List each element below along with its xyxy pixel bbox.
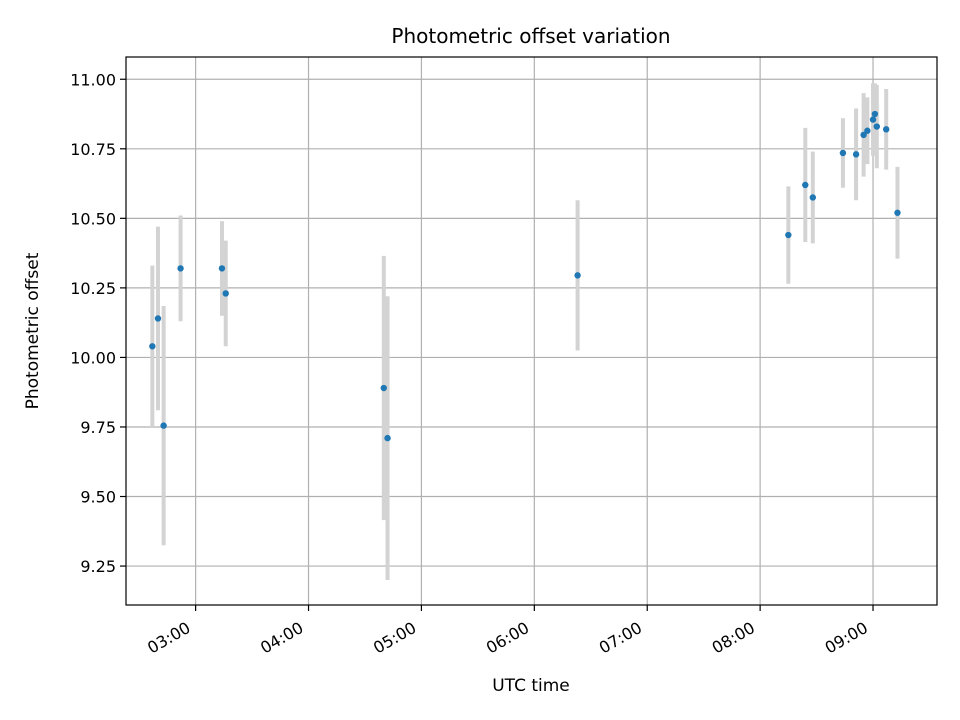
y-axis-ticks: 9.25 9.50 9.75 10.00 10.25 10.50 10.75 11.00 <box>70 70 126 576</box>
data-point <box>809 194 817 201</box>
data-point <box>894 209 901 216</box>
data-point <box>860 131 867 139</box>
data-point <box>154 315 162 322</box>
x-tick-label: 05:00 <box>370 618 419 658</box>
y-tick-label: 9.50 <box>80 488 116 507</box>
data-point <box>222 290 229 297</box>
y-tick-label: 10.25 <box>70 279 116 298</box>
data-point <box>384 434 391 442</box>
data-point <box>160 422 167 429</box>
x-tick-label: 03:00 <box>144 618 193 658</box>
data-point <box>839 149 847 157</box>
data-point <box>852 151 860 158</box>
data-point <box>218 265 226 272</box>
grid-lines <box>126 57 937 605</box>
y-tick-label: 10.75 <box>70 140 116 159</box>
data-point <box>149 343 156 350</box>
x-tick-label: 04:00 <box>257 618 306 658</box>
x-axis-label: UTC time <box>492 676 570 696</box>
x-tick-label: 08:00 <box>709 618 758 658</box>
data-point <box>873 123 880 130</box>
y-tick-label: 10.00 <box>70 348 116 367</box>
data-point <box>574 272 581 279</box>
data-point <box>380 384 387 392</box>
y-tick-label: 9.25 <box>80 557 116 576</box>
data-point <box>882 126 890 133</box>
y-tick-label: 11.00 <box>70 70 116 89</box>
x-tick-label: 09:00 <box>822 618 871 658</box>
data-point <box>871 110 879 118</box>
data-point <box>785 231 792 239</box>
y-axis-label: Photometric offset <box>23 252 43 409</box>
data-point <box>864 127 871 134</box>
data-point <box>869 116 877 123</box>
x-tick-label: 06:00 <box>483 618 532 658</box>
data-point <box>802 181 809 189</box>
x-axis-ticks: 03:00 04:00 05:00 06:00 07:00 08:00 09:00 <box>144 605 874 658</box>
plot-frame <box>125 56 938 606</box>
y-tick-label: 10.50 <box>70 209 116 228</box>
data-points <box>149 110 901 442</box>
chart-title: Photometric offset variation <box>391 24 670 48</box>
x-tick-label: 07:00 <box>596 618 645 658</box>
error-bars <box>150 83 900 580</box>
data-point <box>177 265 184 272</box>
y-tick-label: 9.75 <box>80 418 116 437</box>
